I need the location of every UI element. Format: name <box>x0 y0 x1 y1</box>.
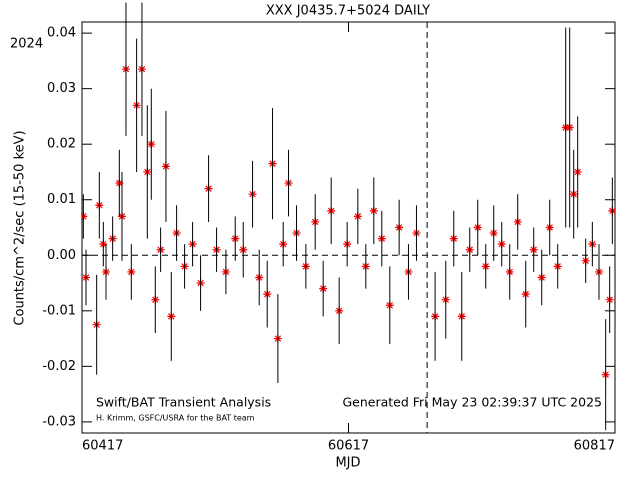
annotation: Generated Fri May 23 02:39:37 UTC 2025 <box>342 395 602 410</box>
y-tick-label: -0.03 <box>42 414 76 429</box>
y-tick-label: 0.03 <box>47 81 76 96</box>
y-tick-label: 0.02 <box>47 137 76 152</box>
annotation: Swift/BAT Transient Analysis <box>96 395 271 410</box>
x-tick-label: 60817 <box>574 439 615 454</box>
y-tick-label: 0.01 <box>47 192 76 207</box>
x-tick-label: 60417 <box>82 439 123 454</box>
x-axis-label: MJD <box>335 456 360 471</box>
plot-frame <box>81 21 616 434</box>
y-tick-label: -0.01 <box>42 303 76 318</box>
year-label: 2024 <box>10 37 43 52</box>
y-tick-label: 0.00 <box>47 248 76 263</box>
plot-area <box>82 22 615 433</box>
x-tick-label: 60617 <box>328 439 369 454</box>
chart-title: XXX J0435.7+5024 DAILY <box>266 4 430 19</box>
y-tick-label: -0.02 <box>42 359 76 374</box>
annotation: H. Krimm, GSFC/USRA for the BAT team <box>96 414 255 423</box>
y-tick-label: 0.04 <box>47 26 76 41</box>
y-axis-label: Counts/cm^2/sec (15-50 keV) <box>13 130 28 325</box>
